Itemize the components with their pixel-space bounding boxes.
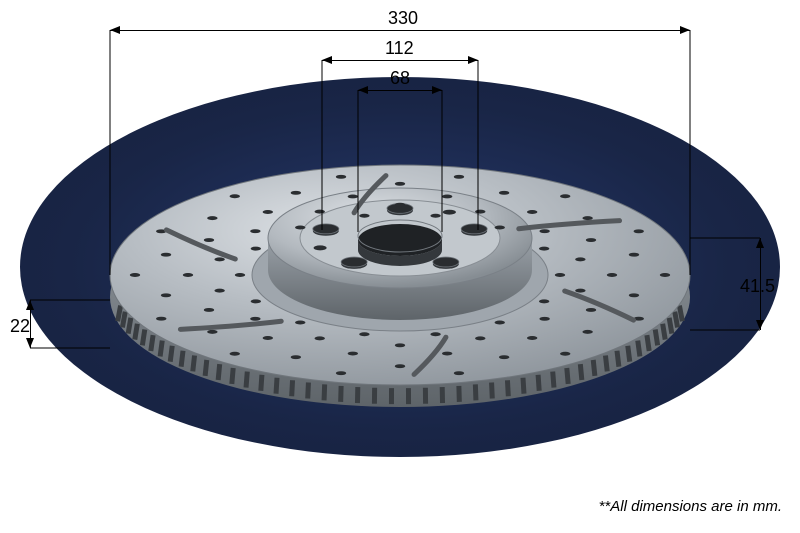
- units-footnote: **All dimensions are in mm.: [599, 498, 782, 515]
- drawing-canvas: COMLINE: [0, 0, 800, 533]
